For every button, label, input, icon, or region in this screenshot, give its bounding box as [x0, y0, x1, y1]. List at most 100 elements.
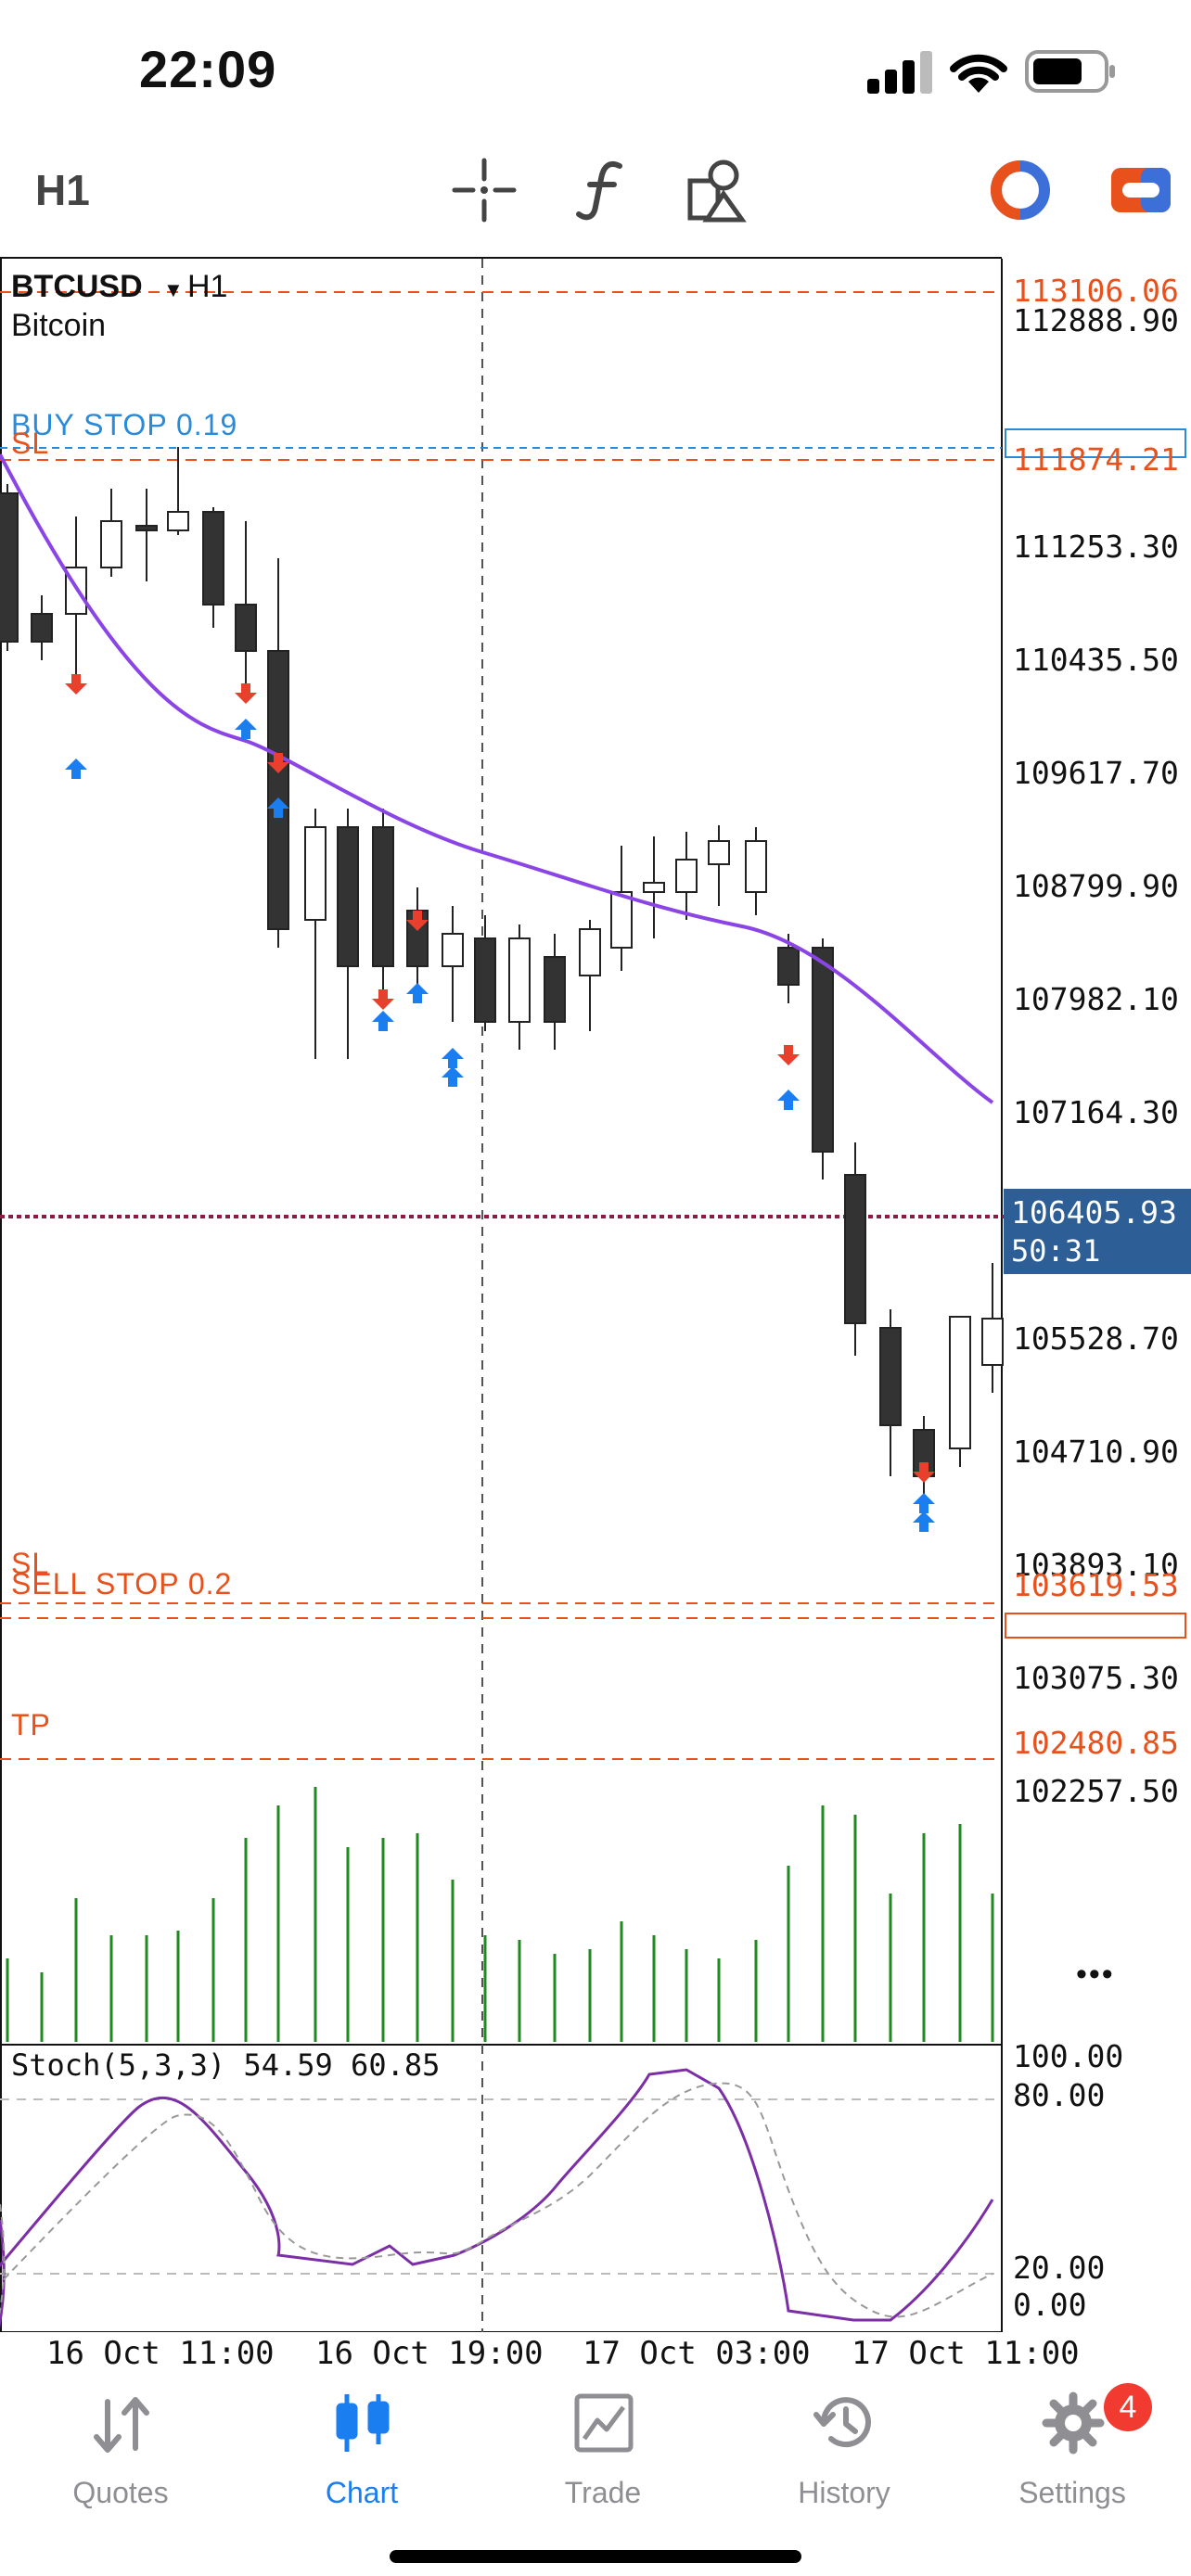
price-label: 108799.90	[1013, 868, 1179, 904]
status-time: 22:09	[139, 40, 277, 98]
buy-signal-arrow	[406, 983, 429, 1003]
price-label: 109617.70	[1013, 755, 1179, 791]
account-circle-icon[interactable]	[983, 153, 1057, 227]
tp-price-label: 102480.85	[1013, 1725, 1179, 1761]
sell-signal-arrow	[235, 683, 257, 704]
price-label: 102257.50	[1013, 1773, 1179, 1809]
history-icon	[813, 2389, 879, 2460]
stop-loss-label-bottom[interactable]: SL	[11, 1547, 50, 1580]
timeframe-button[interactable]: H1	[35, 166, 90, 214]
candle-body	[708, 840, 730, 865]
chart-icon	[330, 2391, 395, 2460]
symbol-dropdown-icon[interactable]: ▼	[163, 278, 184, 301]
stochastic-title: Stoch(5,3,3) 54.59 60.85	[11, 2047, 441, 2083]
candle-body	[267, 650, 289, 930]
price-label: 105528.70	[1013, 1320, 1179, 1357]
buy-signal-arrow	[442, 1066, 464, 1087]
settings-icon	[1041, 2391, 1106, 2460]
buy-signal-arrow	[65, 759, 87, 779]
stoch-level-label: 100.00	[1013, 2038, 1124, 2074]
candle-body	[337, 826, 359, 967]
buy-signal-arrow	[913, 1493, 935, 1513]
chart-symbol[interactable]: BTCUSD	[11, 269, 143, 304]
chart-timeframe: H1	[187, 269, 228, 304]
price-label: 107164.30	[1013, 1094, 1179, 1130]
stop-loss-label-top[interactable]: SL	[11, 427, 50, 460]
candle-body	[879, 1327, 902, 1426]
crosshair-icon[interactable]	[447, 153, 521, 227]
candle-body	[777, 947, 800, 986]
tab-label: Settings	[1018, 2476, 1126, 2509]
moving-average-line	[0, 453, 994, 1104]
candle-body	[844, 1174, 866, 1324]
stoch-level-label: 0.00	[1013, 2287, 1087, 2323]
candle-body	[508, 937, 531, 1023]
time-label: 17 Oct 03:00	[583, 2335, 811, 2372]
trade-chart-icon	[571, 2391, 636, 2460]
candle-body	[579, 928, 601, 976]
sell-signal-arrow	[65, 674, 87, 695]
candle-body	[949, 1316, 971, 1449]
candle-body	[474, 937, 496, 1023]
candle-body	[610, 891, 633, 949]
candle-body	[745, 840, 767, 893]
tab-label: Chart	[325, 2476, 399, 2509]
price-label: 107982.10	[1013, 981, 1179, 1017]
candle-body	[372, 826, 394, 967]
price-label: 104710.90	[1013, 1434, 1179, 1470]
notification-badge: 4	[1104, 2383, 1152, 2431]
candle-body	[100, 520, 122, 568]
more-options-icon[interactable]: •••	[1076, 1957, 1115, 1992]
tab-label: Trade	[564, 2476, 642, 2509]
candle-body	[675, 859, 698, 893]
candle-body	[981, 1318, 1004, 1366]
take-profit-label[interactable]: TP	[11, 1708, 51, 1741]
tab-label: History	[798, 2476, 890, 2509]
time-label: 17 Oct 11:00	[852, 2335, 1080, 2372]
sell-stop-label[interactable]: SELL STOP 0.2	[11, 1567, 233, 1600]
sell-signal-arrow	[372, 989, 394, 1010]
stoch-level-label: 80.00	[1013, 2077, 1106, 2113]
sell-signal-arrow	[406, 911, 429, 931]
wifi-icon	[948, 48, 1009, 99]
candle-body	[235, 604, 257, 652]
tab-label: Quotes	[72, 2476, 169, 2509]
objects-icon[interactable]	[685, 153, 759, 227]
candle-body	[31, 613, 53, 643]
price-label: 111253.30	[1013, 529, 1179, 565]
candle-body	[0, 492, 19, 643]
quotes-icon	[89, 2392, 154, 2462]
price-label: 112888.90	[1013, 302, 1179, 338]
candle-body	[812, 947, 834, 1153]
candle-body	[202, 511, 224, 606]
trade-icon[interactable]	[1104, 153, 1178, 227]
buy-signal-arrow	[372, 1011, 394, 1031]
chart-area[interactable]	[0, 257, 1191, 2332]
stoch-level-label: 20.00	[1013, 2250, 1106, 2286]
buy-stop-price-box	[1005, 428, 1186, 458]
sl-price-label: 111874.21	[1013, 441, 1179, 478]
battery-icon	[1025, 50, 1118, 97]
buy-signal-arrow	[235, 719, 257, 739]
buy-stop-label[interactable]: BUY STOP 0.19	[11, 408, 238, 441]
buy-signal-arrow	[913, 1511, 935, 1532]
candle-body	[135, 525, 158, 531]
time-label: 16 Oct 19:00	[315, 2335, 544, 2372]
price-label: 103075.30	[1013, 1660, 1179, 1696]
sell-stop-price-label: 103619.53	[1013, 1567, 1179, 1603]
buy-signal-arrow	[267, 797, 289, 818]
indicator-f-icon[interactable]	[568, 153, 642, 227]
current-price: 106405.93	[1011, 1194, 1177, 1231]
candle-body	[442, 933, 464, 967]
buy-signal-arrow	[777, 1090, 800, 1110]
price-label: 110435.50	[1013, 642, 1179, 678]
chart-description: Bitcoin	[11, 308, 107, 343]
price-label: 103893.10	[1013, 1547, 1179, 1583]
candle-body	[544, 956, 566, 1023]
signal-icon	[867, 51, 934, 98]
chart-canvas[interactable]	[0, 259, 1191, 2332]
candle-body	[643, 882, 665, 893]
sell-signal-arrow	[267, 753, 289, 773]
sell-stop-price-box	[1005, 1613, 1186, 1639]
candle-body	[304, 826, 327, 921]
